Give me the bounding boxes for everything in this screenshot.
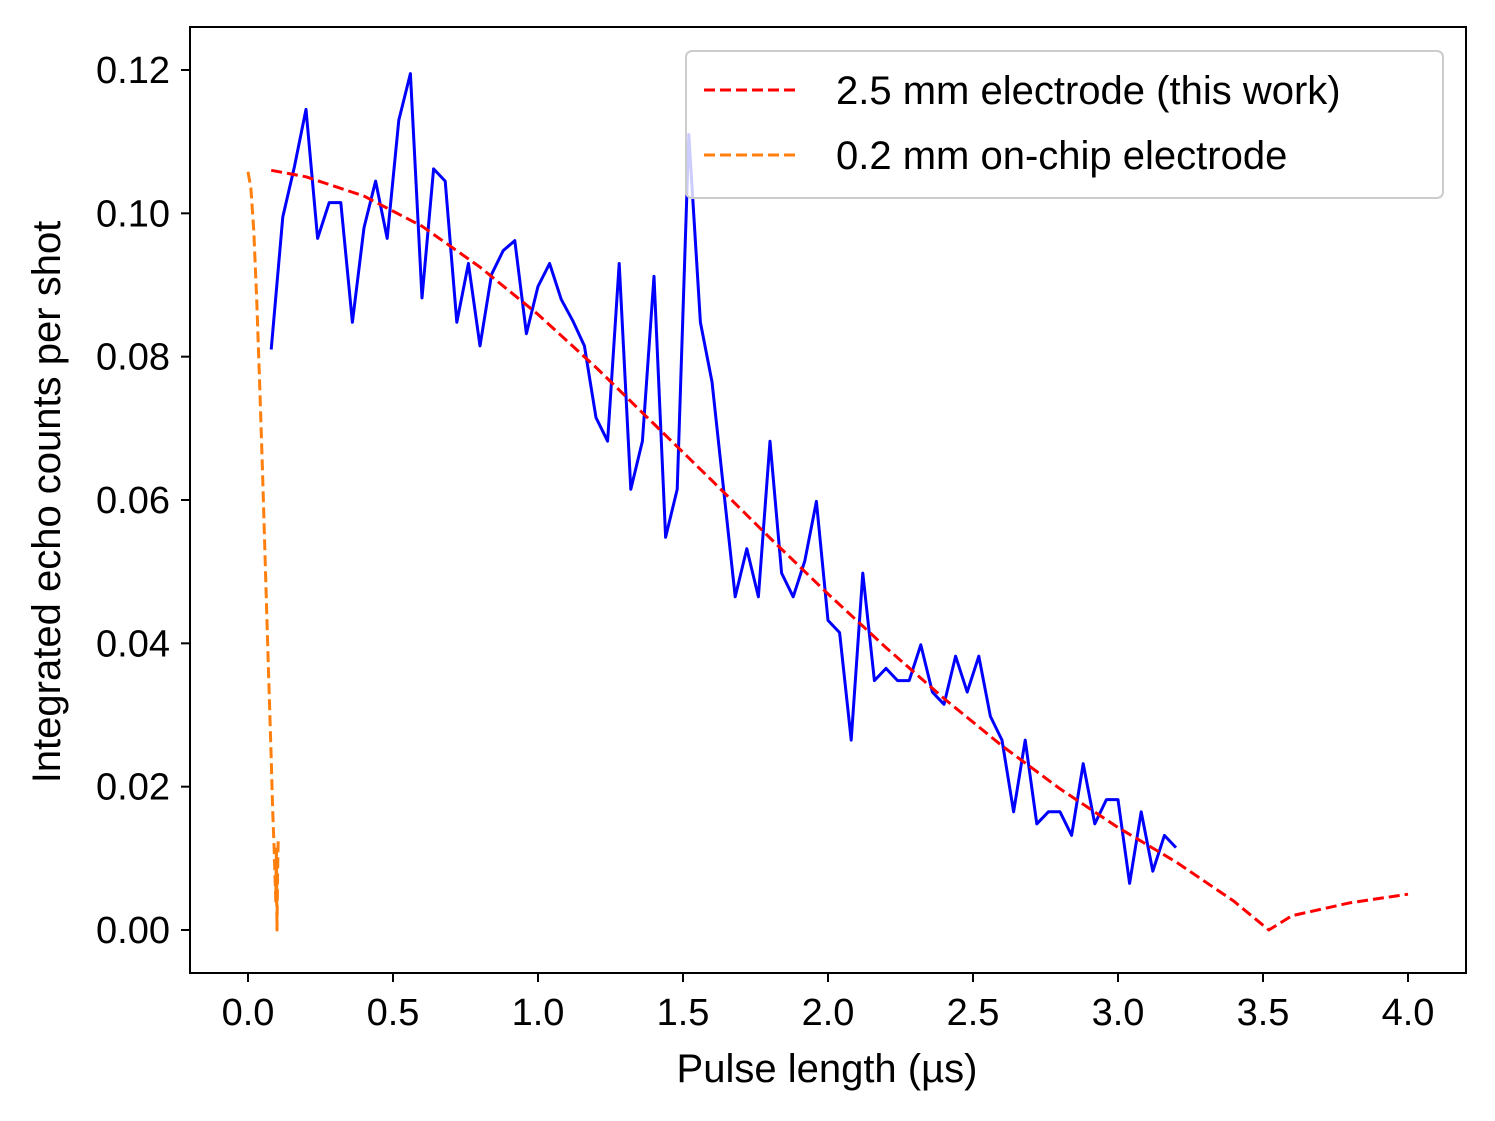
legend-box	[685, 50, 1444, 199]
x-tick-label: 0.0	[222, 992, 275, 1034]
y-tick-label: 0.00	[96, 910, 170, 952]
y-tick-label: 0.06	[96, 480, 170, 522]
x-tick-label: 1.0	[512, 992, 565, 1034]
y-tick-label: 0.02	[96, 767, 170, 809]
x-tick-label: 3.0	[1092, 992, 1145, 1034]
x-tick-label: 4.0	[1382, 992, 1435, 1034]
y-tick-label: 0.04	[96, 623, 170, 665]
legend-label-red: 2.5 mm electrode (this work)	[836, 69, 1341, 113]
y-axis: 0.00 0.02 0.04 0.06 0.08 0.10 0.12	[96, 50, 190, 952]
y-tick-label: 0.12	[96, 50, 170, 92]
y-tick-label: 0.10	[96, 193, 170, 235]
y-tick-label: 0.08	[96, 337, 170, 379]
x-tick-label: 3.5	[1237, 992, 1290, 1034]
y-axis-label: Integrated echo counts per shot	[25, 221, 69, 784]
x-tick-label: 2.5	[947, 992, 1000, 1034]
legend: 2.5 mm electrode (this work) 0.2 mm on-c…	[685, 50, 1444, 199]
data-line-blue	[269, 72, 1178, 885]
fit-line-red	[270, 168, 1409, 932]
x-tick-label: 1.5	[657, 992, 710, 1034]
x-axis: 0.0 0.5 1.0 1.5 2.0 2.5 3.0 3.5 4.0	[222, 973, 1435, 1034]
x-axis-label: Pulse length (µs)	[677, 1047, 978, 1091]
fit-line-orange	[246, 171, 280, 932]
series-layer	[246, 72, 1409, 932]
x-tick-label: 0.5	[367, 992, 420, 1034]
x-tick-label: 2.0	[802, 992, 855, 1034]
legend-label-orange: 0.2 mm on-chip electrode	[836, 134, 1287, 178]
